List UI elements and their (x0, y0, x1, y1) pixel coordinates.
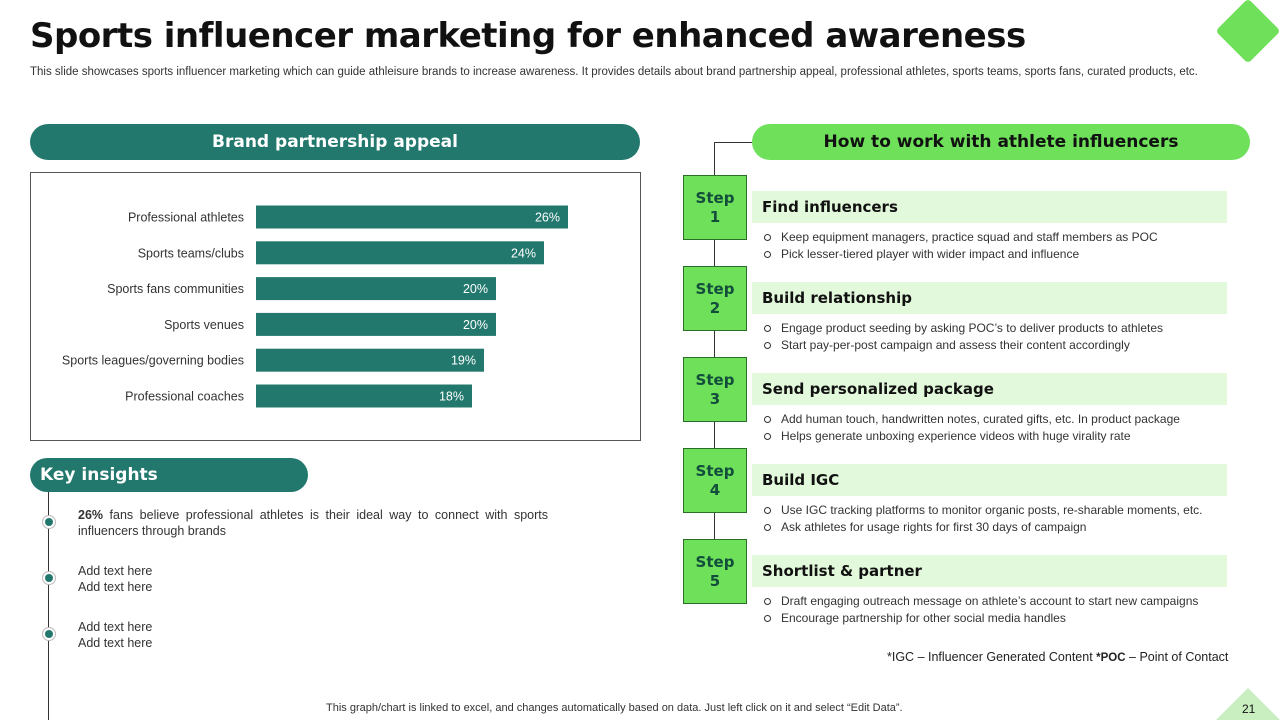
insight-item-3: Add text here Add text here (78, 619, 152, 651)
step-1-bullets: Keep equipment managers, practice squad … (762, 229, 1158, 263)
page-number: 21 (1242, 702, 1256, 716)
steps-connector-horizontal (714, 142, 752, 143)
step-5-number: 5 (709, 571, 721, 590)
abbreviation-footnote: *IGC – Influencer Generated Content *POC… (887, 650, 1228, 664)
step-5-bullet-2: Encourage partnership for other social m… (762, 610, 1198, 627)
bar-category-label: Professional athletes (128, 211, 244, 225)
insight-bullet-dot (42, 515, 56, 529)
bar-category-label: Sports venues (164, 318, 244, 332)
bar-value-label: 24% (511, 246, 536, 260)
brand-partnership-header: Brand partnership appeal (30, 124, 640, 160)
step-2-box: Step 2 (683, 266, 747, 331)
bar-value-label: 20% (463, 318, 488, 332)
step-4-bullet-2: Ask athletes for usage rights for first … (762, 519, 1203, 536)
slide-subtitle: This slide showcases sports influencer m… (30, 66, 1198, 78)
corner-diamond-decoration (1215, 0, 1280, 64)
insight-item-1-text: fans believe professional athletes is th… (78, 508, 548, 538)
step-2-number: 2 (709, 298, 721, 317)
step-5-title: Shortlist & partner (752, 555, 1227, 587)
step-1-bullet-2: Pick lesser-tiered player with wider imp… (762, 246, 1158, 263)
bar[interactable] (256, 312, 496, 336)
step-3-word: Step (695, 370, 735, 389)
step-2-bullets: Engage product seeding by asking POC’s t… (762, 320, 1163, 354)
step-1-number: 1 (709, 207, 721, 226)
insights-timeline-line (48, 492, 49, 720)
bar-value-label: 26% (535, 211, 560, 225)
bar-chart-frame[interactable]: Professional athletes 26% Sports teams/clu… (30, 172, 641, 441)
footer-note: This graph/chart is linked to excel, and… (326, 702, 903, 714)
step-1-word: Step (695, 188, 735, 207)
bar[interactable] (256, 348, 484, 372)
page-number-triangle (1216, 688, 1280, 720)
step-1-box: Step 1 (683, 175, 747, 240)
bar[interactable] (256, 384, 472, 408)
step-3-number: 3 (709, 389, 721, 408)
bar[interactable] (256, 277, 496, 301)
step-1-bullet-1: Keep equipment managers, practice squad … (762, 229, 1158, 246)
insight-item-2-line2: Add text here (78, 580, 153, 594)
igc-definition: – Influencer Generated Content (914, 650, 1097, 664)
step-4-title: Build IGC (752, 464, 1227, 496)
step-4-box: Step 4 (683, 448, 747, 513)
step-5-bullet-1: Draft engaging outreach message on athle… (762, 593, 1198, 610)
insight-item-2: Add text here Add text here (78, 563, 152, 595)
step-5-bullets: Draft engaging outreach message on athle… (762, 593, 1198, 627)
bar-category-label: Sports teams/clubs (138, 246, 244, 260)
insight-bullet-dot (42, 627, 56, 641)
insight-item-2-line1: Add text here (78, 564, 153, 578)
step-4-bullets: Use IGC tracking platforms to monitor or… (762, 502, 1203, 536)
step-1-title: Find influencers (752, 191, 1227, 223)
poc-abbreviation: *POC (1096, 652, 1126, 664)
bar-category-label: Sports leagues/governing bodies (62, 354, 244, 368)
step-3-box: Step 3 (683, 357, 747, 422)
step-4-bullet-1: Use IGC tracking platforms to monitor or… (762, 502, 1203, 519)
bar-value-label: 19% (451, 354, 476, 368)
insight-item-3-line1: Add text here (78, 620, 153, 634)
slide-title: Sports influencer marketing for enhanced… (30, 16, 1026, 56)
igc-abbreviation: *IGC (887, 650, 915, 664)
step-3-bullet-2: Helps generate unboxing experience video… (762, 428, 1180, 445)
bar-category-label: Professional coaches (125, 390, 244, 404)
poc-definition: – Point of Contact (1125, 650, 1229, 664)
step-4-word: Step (695, 461, 735, 480)
step-5-box: Step 5 (683, 539, 747, 604)
athlete-influencers-header: How to work with athlete influencers (752, 124, 1250, 160)
bar-value-label: 18% (439, 390, 464, 404)
insight-item-1-highlight: 26% (78, 508, 104, 522)
step-5-word: Step (695, 552, 735, 571)
bar-chart: Professional athletes 26% Sports teams/clu… (62, 205, 568, 408)
step-4-number: 4 (709, 480, 721, 499)
step-3-bullet-1: Add human touch, handwritten notes, cura… (762, 411, 1180, 428)
step-2-bullet-2: Start pay-per-post campaign and assess t… (762, 337, 1163, 354)
insight-item-1: 26% fans believe professional athletes i… (78, 507, 548, 539)
step-3-title: Send personalized package (752, 373, 1227, 405)
step-2-title: Build relationship (752, 282, 1227, 314)
bar-category-label: Sports fans communities (107, 282, 244, 296)
step-2-word: Step (695, 279, 735, 298)
key-insights-header: Key insights (30, 458, 308, 492)
bar[interactable] (256, 205, 568, 229)
step-2-bullet-1: Engage product seeding by asking POC’s t… (762, 320, 1163, 337)
bar[interactable] (256, 241, 544, 265)
insight-item-3-line2: Add text here (78, 636, 153, 650)
step-3-bullets: Add human touch, handwritten notes, cura… (762, 411, 1180, 445)
insight-bullet-dot (42, 571, 56, 585)
bar-value-label: 20% (463, 282, 488, 296)
